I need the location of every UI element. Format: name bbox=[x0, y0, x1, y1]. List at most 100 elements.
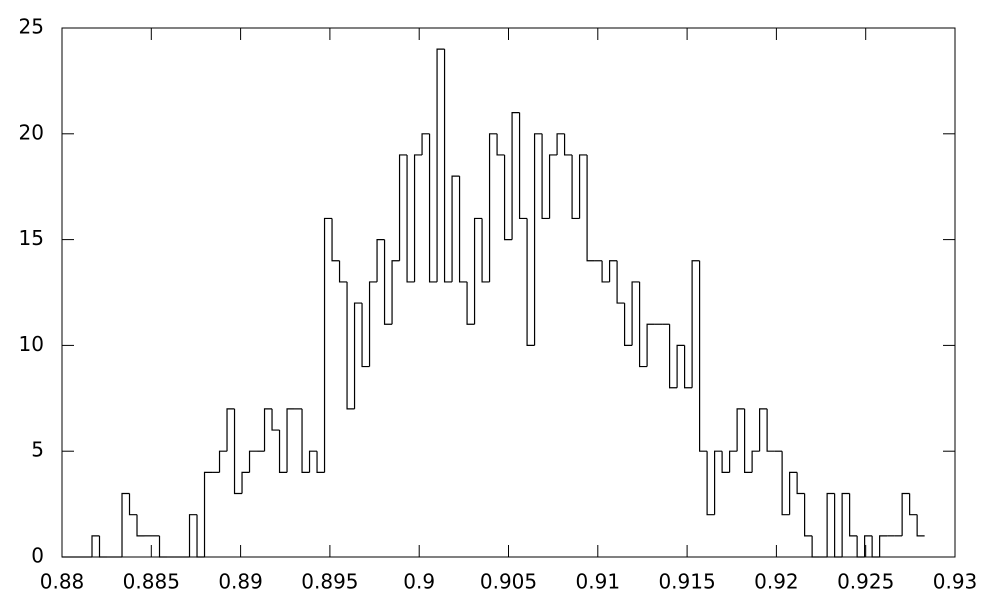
bar bbox=[789, 471, 798, 515]
bar bbox=[608, 260, 618, 282]
x-tick-label: 0.925 bbox=[837, 570, 894, 594]
bar bbox=[91, 535, 100, 557]
y-tick-label: 25 bbox=[19, 15, 44, 39]
bar bbox=[668, 324, 678, 389]
bar bbox=[578, 154, 588, 219]
bar bbox=[601, 260, 610, 283]
bar bbox=[263, 408, 273, 452]
bar bbox=[361, 303, 370, 368]
bar bbox=[826, 492, 835, 557]
bar bbox=[301, 408, 310, 473]
bar bbox=[158, 535, 168, 558]
bar bbox=[121, 492, 130, 557]
bar bbox=[413, 154, 423, 282]
bar bbox=[571, 154, 580, 220]
y-tick-label: 10 bbox=[19, 332, 44, 356]
bar bbox=[338, 260, 348, 283]
x-tick-label: 0.89 bbox=[218, 570, 263, 594]
bar bbox=[323, 217, 333, 473]
bar bbox=[233, 408, 243, 495]
bar bbox=[443, 49, 453, 283]
bar bbox=[248, 450, 258, 473]
bar bbox=[271, 408, 280, 431]
bar bbox=[849, 493, 858, 537]
bar bbox=[901, 492, 910, 536]
bar bbox=[729, 450, 738, 473]
bar bbox=[796, 472, 805, 495]
x-tick-label: 0.9 bbox=[403, 570, 435, 594]
bar bbox=[316, 451, 325, 473]
bar bbox=[503, 154, 513, 241]
bar bbox=[526, 218, 535, 346]
bar bbox=[226, 408, 235, 452]
bar bbox=[864, 535, 873, 557]
x-tick-label: 0.92 bbox=[754, 570, 799, 594]
bar bbox=[556, 133, 565, 155]
bar bbox=[706, 451, 715, 516]
bar bbox=[421, 133, 430, 155]
bar bbox=[518, 112, 528, 220]
bar bbox=[278, 430, 288, 473]
bar bbox=[481, 218, 490, 283]
x-tick-label: 0.88 bbox=[40, 570, 85, 594]
bar bbox=[406, 154, 415, 283]
bar bbox=[691, 260, 700, 388]
bar bbox=[871, 535, 880, 558]
bar bbox=[736, 408, 745, 452]
bar bbox=[856, 535, 865, 558]
plot-frame bbox=[61, 27, 956, 558]
bar bbox=[721, 451, 730, 473]
bar bbox=[744, 408, 753, 473]
bar bbox=[451, 175, 460, 282]
x-tick-label: 0.915 bbox=[658, 570, 715, 594]
bar bbox=[616, 260, 625, 304]
bar bbox=[714, 450, 723, 515]
bar bbox=[383, 239, 393, 325]
bar bbox=[684, 345, 693, 389]
y-tick-label: 5 bbox=[31, 438, 44, 462]
bar bbox=[331, 218, 340, 262]
bar bbox=[631, 281, 640, 346]
bar bbox=[436, 48, 445, 282]
bar bbox=[241, 471, 250, 494]
bar bbox=[353, 302, 363, 409]
bar bbox=[128, 493, 138, 516]
bar bbox=[196, 514, 205, 558]
bar bbox=[458, 176, 468, 283]
bar bbox=[428, 133, 438, 283]
bar bbox=[541, 133, 550, 220]
bar bbox=[203, 471, 213, 557]
bar bbox=[218, 450, 228, 473]
bar bbox=[548, 154, 558, 219]
bar bbox=[391, 260, 400, 325]
x-tick-label: 0.905 bbox=[480, 570, 537, 594]
bar bbox=[804, 493, 813, 537]
x-tick-label: 0.93 bbox=[933, 570, 978, 594]
bar bbox=[879, 535, 888, 557]
x-tick-label: 0.885 bbox=[123, 570, 180, 594]
bar bbox=[466, 281, 475, 325]
bar bbox=[488, 133, 498, 282]
bar bbox=[376, 239, 385, 282]
bar bbox=[533, 133, 543, 346]
bar bbox=[638, 281, 648, 368]
bar bbox=[188, 514, 198, 557]
bar bbox=[346, 281, 355, 410]
bar bbox=[586, 154, 595, 262]
bar bbox=[909, 493, 918, 516]
bar bbox=[98, 535, 108, 558]
bar bbox=[751, 450, 760, 473]
bar bbox=[473, 217, 483, 325]
bar bbox=[623, 303, 633, 346]
bar bbox=[398, 154, 408, 261]
bar bbox=[286, 408, 295, 473]
x-tick-label: 0.91 bbox=[576, 570, 621, 594]
bar bbox=[496, 133, 505, 156]
x-tick-label: 0.895 bbox=[301, 570, 358, 594]
y-tick-label: 15 bbox=[19, 226, 44, 250]
bar bbox=[511, 112, 520, 240]
bar bbox=[834, 493, 843, 558]
bar bbox=[781, 451, 790, 516]
bar bbox=[368, 281, 378, 367]
